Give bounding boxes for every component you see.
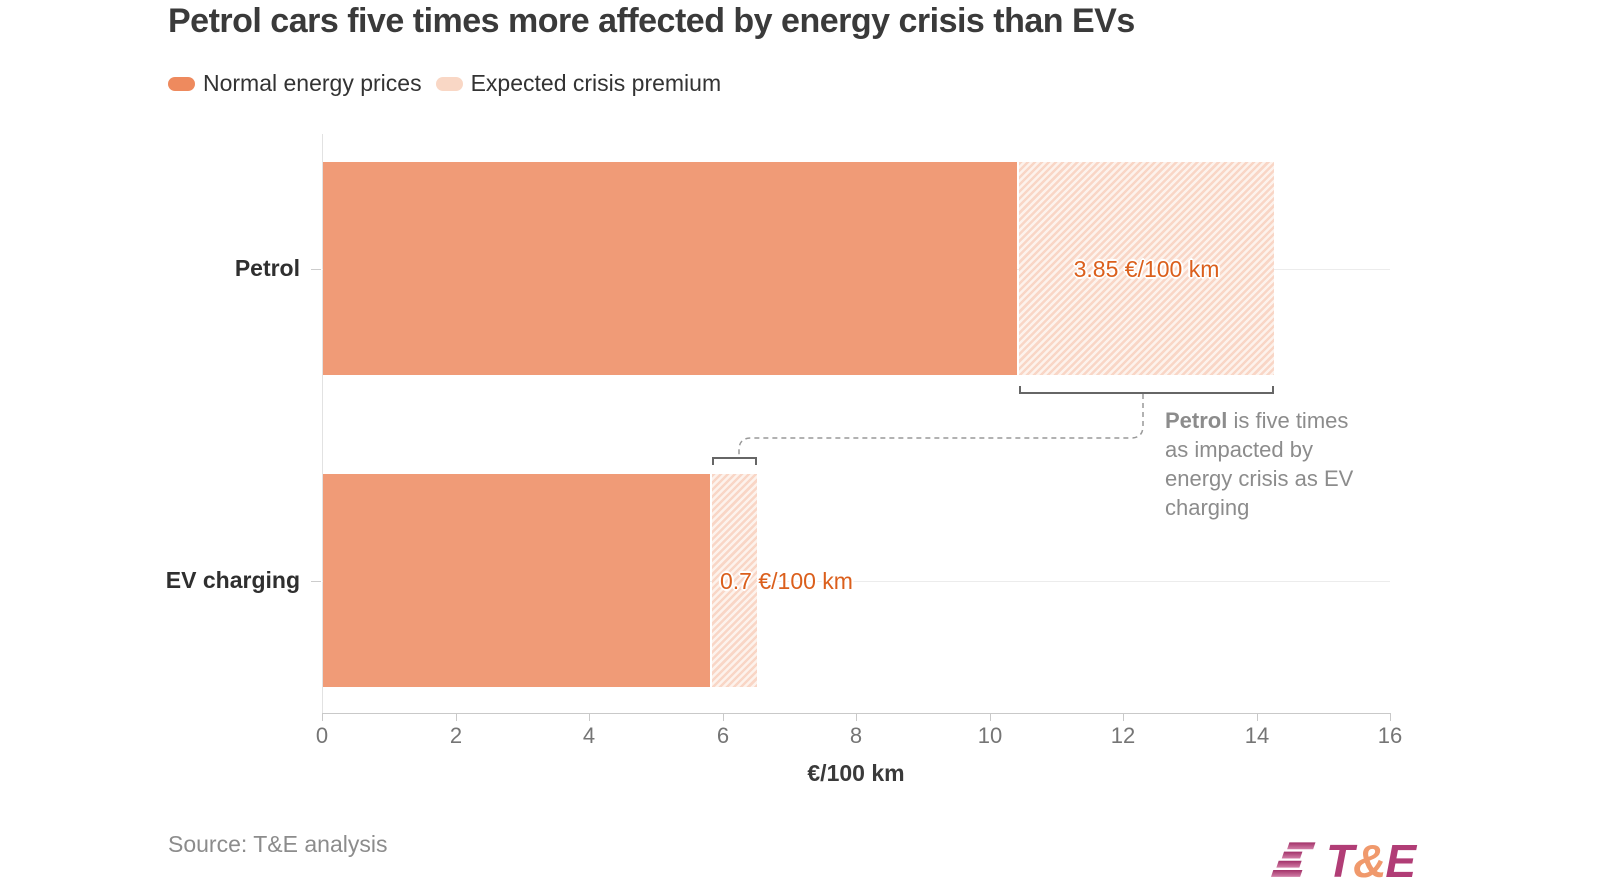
x-axis-tick-label: 8 xyxy=(849,723,863,748)
x-axis-tick-label: 4 xyxy=(582,723,596,748)
x-axis-tick-label: 12 xyxy=(1110,723,1136,748)
x-axis-tick-label: 2 xyxy=(449,723,463,748)
x-axis-title: €/100 km xyxy=(807,760,905,786)
legend-item-premium: Expected crisis premium xyxy=(435,70,722,97)
logo-letter-e: E xyxy=(1385,835,1416,887)
x-axis-tick xyxy=(589,713,590,721)
x-axis-tick xyxy=(723,713,724,721)
legend-label-normal: Normal energy prices xyxy=(203,70,422,96)
bar-normal-0 xyxy=(323,162,1017,375)
x-axis-tick xyxy=(990,713,991,721)
category-tick xyxy=(311,269,321,270)
te-logo: T&E xyxy=(1271,835,1416,887)
x-axis-tick xyxy=(456,713,457,721)
callout-text-rest: is five times as impacted by energy cris… xyxy=(1165,408,1354,520)
logo-ampersand: & xyxy=(1353,835,1386,887)
legend: Normal energy prices Expected crisis pre… xyxy=(168,70,721,97)
bar-normal-1 xyxy=(323,474,710,687)
logo-letter-t: T xyxy=(1326,835,1354,887)
chart-title: Petrol cars five times more affected by … xyxy=(168,2,1135,40)
bar-premium-0 xyxy=(1019,162,1274,375)
callout-text-bold: Petrol xyxy=(1165,408,1228,433)
x-axis-tick xyxy=(1123,713,1124,721)
x-axis-tick xyxy=(1257,713,1258,721)
legend-swatch-hatch-icon xyxy=(435,76,463,91)
y-axis-line xyxy=(322,134,323,713)
x-axis-tick-label: 10 xyxy=(977,723,1003,748)
category-label-0: Petrol xyxy=(234,255,300,281)
x-axis-tick xyxy=(322,713,323,721)
category-gridline xyxy=(322,581,1390,582)
premium-value-label-0: 3.85 €/100 km xyxy=(1073,256,1220,282)
premium-value-label-1: 0.7 €/100 km xyxy=(720,568,853,594)
bar-premium-1 xyxy=(712,474,757,687)
legend-item-normal: Normal energy prices xyxy=(168,70,422,97)
source-note: Source: T&E analysis xyxy=(168,831,388,857)
te-logo-icon xyxy=(1271,842,1316,877)
x-axis-tick xyxy=(856,713,857,721)
callout-text: Petrol is five times as impacted by ener… xyxy=(1165,406,1373,522)
x-axis-tick-label: 0 xyxy=(315,723,329,748)
premium-bracket-0 xyxy=(1019,386,1274,394)
premium-bracket-1 xyxy=(712,457,757,465)
category-label-1: EV charging xyxy=(165,567,300,593)
x-axis-tick-label: 6 xyxy=(716,723,730,748)
legend-swatch-solid-icon xyxy=(168,76,195,91)
x-axis-tick-label: 14 xyxy=(1244,723,1270,748)
x-axis-tick-label: 16 xyxy=(1377,723,1403,748)
category-tick xyxy=(311,581,321,582)
te-logo-text: T&E xyxy=(1326,835,1416,887)
x-axis-tick xyxy=(1390,713,1391,721)
legend-label-premium: Expected crisis premium xyxy=(470,70,722,96)
